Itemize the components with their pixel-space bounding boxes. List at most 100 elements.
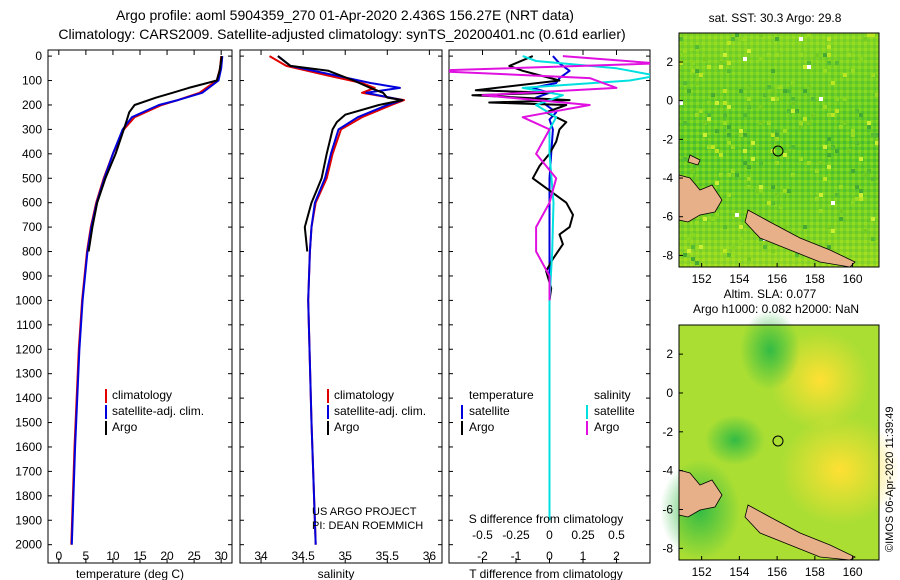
sst-speckle-cell — [767, 85, 771, 89]
temperature-panel-frame — [47, 49, 233, 564]
sst-speckle-cell — [771, 185, 775, 189]
sst-speckle-cell — [763, 93, 767, 97]
sst-speckle-cell — [727, 141, 731, 145]
map-lon-label: 160 — [843, 565, 863, 579]
sst-speckle-cell — [867, 121, 871, 125]
sst-speckle-cell — [751, 141, 755, 145]
sst-speckle-cell — [739, 133, 743, 137]
sst-speckle-cell — [735, 173, 739, 177]
sst-map-frame — [678, 32, 880, 268]
sst-speckle-cell — [679, 101, 683, 105]
sst-speckle-cell — [831, 145, 835, 149]
argo-float-marker-sla — [772, 435, 784, 447]
sst-speckle-cell — [691, 61, 695, 65]
sst-speckle-cell — [723, 249, 727, 253]
sst-speckle-cell — [715, 181, 719, 185]
map-lon-label: 152 — [692, 272, 712, 286]
sst-speckle-cell — [867, 125, 871, 129]
sst-speckle-cell — [871, 73, 875, 77]
sst-speckle-cell — [831, 201, 835, 205]
sst-speckle-cell — [787, 89, 791, 93]
sst-speckle-cell — [815, 197, 819, 201]
legend-label-satellite: satellite-adj. clim. — [112, 404, 204, 418]
sst-speckle-cell — [679, 37, 683, 41]
depth-tick-label: 1300 — [15, 367, 42, 381]
sst-speckle-cell — [771, 89, 775, 93]
depth-tick-label: 100 — [22, 74, 42, 88]
sst-speckle-cell — [683, 253, 687, 257]
sst-speckle-cell — [775, 97, 779, 101]
sst-speckle-cell — [775, 129, 779, 133]
x-tick-label: 20 — [160, 549, 174, 563]
map-lat-label: -2 — [662, 132, 673, 146]
sst-speckle-cell — [727, 125, 731, 129]
sst-speckle-cell — [759, 105, 763, 109]
legend-label-argo: Argo — [334, 420, 360, 434]
sst-speckle-cell — [807, 33, 811, 37]
x-tick-label: 30 — [214, 549, 228, 563]
sst-speckle-cell — [839, 209, 843, 213]
sst-speckle-cell — [747, 105, 751, 109]
x-tick-label: -1 — [511, 549, 522, 563]
sst-speckle-cell — [799, 157, 803, 161]
sst-speckle-cell — [791, 109, 795, 113]
sst-speckle-cell — [695, 261, 699, 265]
sst-speckle-cell — [847, 53, 851, 57]
map-lon-label: 152 — [692, 565, 712, 579]
sst-speckle-cell — [823, 53, 827, 57]
sst-speckle-cell — [775, 133, 779, 137]
sst-speckle-cell — [731, 169, 735, 173]
sst-speckle-cell — [827, 45, 831, 49]
sst-speckle-cell — [859, 193, 863, 197]
sst-speckle-cell — [715, 101, 719, 105]
sst-speckle-cell — [859, 113, 863, 117]
sst-speckle-cell — [719, 153, 723, 157]
sst-speckle-cell — [731, 245, 735, 249]
sst-speckle-cell — [743, 133, 747, 137]
sla-map-frame — [678, 324, 880, 561]
sst-speckle-cell — [743, 37, 747, 41]
sst-speckle-cell — [727, 69, 731, 73]
sst-speckle-cell — [771, 97, 775, 101]
sst-speckle-cell — [819, 161, 823, 165]
sst-speckle-cell — [799, 53, 803, 57]
sla-map-title-line1: Altim. SLA: 0.077 — [724, 287, 817, 301]
temperature-climatology-line — [70, 56, 223, 545]
sst-speckle-cell — [691, 245, 695, 249]
sst-speckle-cell — [743, 57, 747, 61]
sst-speckle-cell — [819, 209, 823, 213]
sst-speckle-cell — [779, 205, 783, 209]
sst-speckle-cell — [859, 57, 863, 61]
sst-speckle-cell — [703, 217, 707, 221]
sst-speckle-cell — [827, 153, 831, 157]
sst-speckle-cell — [687, 237, 691, 241]
legend-label-climatology: climatology — [334, 388, 394, 402]
sst-speckle-cell — [839, 217, 843, 221]
temperature-legend: climatology satellite-adj. clim. Argo — [105, 388, 204, 435]
sst-speckle-cell — [747, 85, 751, 89]
sst-speckle-cell — [827, 113, 831, 117]
depth-tick-label: 700 — [22, 220, 42, 234]
map-lat-label: -6 — [662, 503, 673, 517]
sst-speckle-cell — [815, 53, 819, 57]
sst-speckle-cell — [679, 61, 683, 65]
sst-speckle-cell — [791, 145, 795, 149]
x-tick-label: 35 — [339, 549, 353, 563]
watermark: ©IMOS 06-Apr-2020 11:39:49 — [884, 407, 896, 552]
sst-speckle-cell — [727, 253, 731, 257]
map-lat-label: 2 — [666, 55, 673, 69]
sst-speckle-cell — [787, 189, 791, 193]
map-lat-label: 0 — [666, 386, 673, 400]
sst-speckle-cell — [695, 221, 699, 225]
sst-speckle-cell — [823, 105, 827, 109]
sst-speckle-cell — [787, 109, 791, 113]
sst-speckle-cell — [811, 97, 815, 101]
sst-speckle-cell — [703, 121, 707, 125]
sst-speckle-cell — [747, 49, 751, 53]
depth-tick-label: 1700 — [15, 464, 42, 478]
sst-speckle-cell — [743, 161, 747, 165]
land-islet-sst — [687, 154, 701, 166]
sst-speckle-cell — [715, 213, 719, 217]
sst-speckle-cell — [875, 133, 879, 137]
sst-speckle-cell — [863, 197, 867, 201]
